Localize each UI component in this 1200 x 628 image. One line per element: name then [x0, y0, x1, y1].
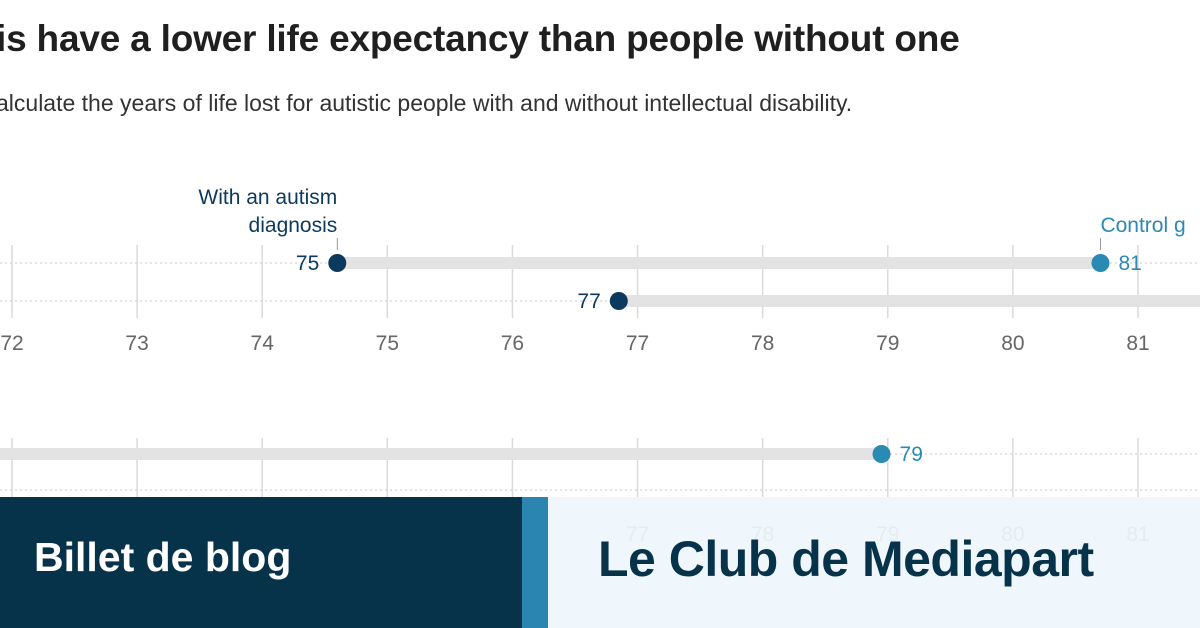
tick-label-80: 80: [1001, 332, 1024, 355]
control-value-label: 79: [900, 443, 923, 466]
tick-label-76: 76: [501, 332, 524, 355]
tick-label-73: 73: [125, 332, 148, 355]
autism-annotation-line2: diagnosis: [249, 214, 338, 237]
tick-label-78: 78: [751, 332, 774, 355]
chart-title: is have a lower life expectancy than peo…: [0, 18, 960, 59]
autism-annotation-line1: With an autism: [198, 186, 337, 209]
tick-label-81: 81: [1126, 332, 1149, 355]
control-value-label: 81: [1118, 252, 1141, 275]
autism-dot: [328, 254, 347, 272]
banner-right-panel: [548, 497, 1200, 628]
banner-left-panel: [0, 497, 522, 628]
control-annotation: Control g: [1100, 214, 1185, 237]
autism-value-label: 77: [577, 290, 600, 313]
tick-label-75: 75: [376, 332, 399, 355]
autism-dot: [609, 292, 628, 310]
control-dot: [1091, 254, 1110, 272]
control-dot: [872, 445, 891, 463]
tick-label-72: 72: [0, 332, 23, 355]
tick-label-74: 74: [251, 332, 275, 355]
blog-post-label[interactable]: Billet de blog: [34, 534, 292, 580]
banner-accent-stripe: [522, 497, 548, 628]
tick-label-77: 77: [626, 332, 649, 355]
chart-subtitle: alculate the years of life lost for auti…: [0, 90, 853, 116]
club-mediapart-logo[interactable]: Le Club de Mediapart: [598, 531, 1094, 587]
autism-value-label: 75: [296, 252, 319, 275]
tick-label-79: 79: [876, 332, 899, 355]
